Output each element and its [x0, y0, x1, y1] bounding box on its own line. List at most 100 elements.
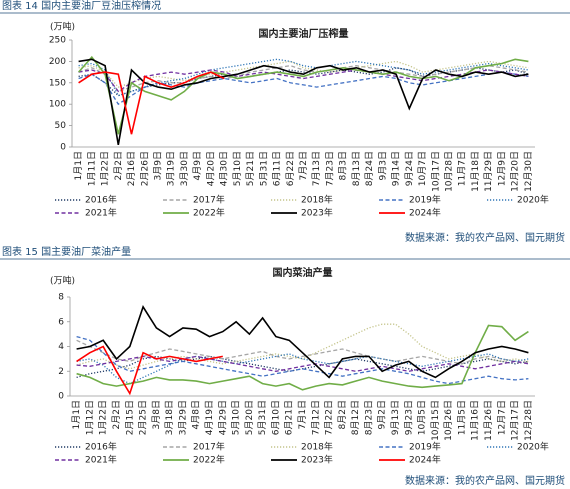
x-tick-label: 4月9日	[192, 151, 203, 180]
y-tick-label: 50	[55, 121, 67, 131]
series-line	[78, 71, 225, 135]
x-tick-label: 6月22日	[285, 151, 296, 186]
x-tick-label: 4月30日	[219, 151, 230, 186]
source: 数据来源：我的农产品网、国元期货	[405, 474, 565, 487]
x-tick-label: 10月26日	[443, 400, 454, 441]
legend-label: 2020年	[517, 441, 549, 453]
x-tick-label: 5月10日	[232, 151, 243, 186]
series-line	[76, 324, 529, 391]
x-tick-label: 2月16日	[126, 151, 137, 186]
series-line	[76, 305, 529, 379]
x-tick-label: 1月11日	[86, 151, 97, 186]
x-tick-label: 5月31日	[257, 400, 268, 435]
x-tick-label: 3月19日	[166, 151, 177, 186]
x-tick-label: 8月24日	[364, 151, 375, 186]
source: 数据来源：我的农产品网、国元期货	[405, 231, 565, 244]
x-tick-label: 6月21日	[284, 400, 295, 435]
x-tick-label: 4月8日	[191, 400, 202, 429]
x-tick-label: 9月13日	[390, 400, 401, 435]
x-tick-label: 12月28日	[523, 400, 534, 441]
x-tick-label: 9月23日	[403, 400, 414, 435]
x-tick-label: 3月8日	[151, 400, 162, 429]
x-tick-label: 10月17日	[430, 151, 441, 192]
series-line	[78, 71, 529, 106]
legend-label: 2017年	[193, 441, 225, 453]
y-tick-label: 6	[58, 317, 64, 327]
x-tick-label: 11月18日	[470, 151, 481, 192]
y-tick-label: 100	[49, 100, 66, 110]
legend-label: 2023年	[301, 454, 333, 466]
x-tick-label: 10月5日	[417, 400, 428, 435]
x-tick-label: 12月7日	[496, 400, 507, 435]
x-tick-label: 7月1日	[297, 400, 308, 429]
x-tick-label: 1月1日	[73, 151, 84, 180]
x-tick-label: 8月3日	[338, 151, 349, 180]
x-tick-label: 3月29日	[177, 400, 188, 435]
x-tick-label: 1月22日	[98, 400, 109, 435]
x-tick-label: 8月2日	[337, 400, 348, 429]
series-line	[77, 55, 529, 135]
legend-label: 2022年	[193, 207, 225, 219]
x-tick-label: 5月20日	[244, 400, 255, 435]
x-tick-label: 2月2日	[113, 151, 124, 180]
series-line	[78, 69, 529, 93]
x-tick-label: 11月16日	[470, 400, 481, 441]
legend-label: 2024年	[409, 207, 441, 219]
x-tick-label: 3月18日	[164, 400, 175, 435]
x-tick-label: 1月22日	[100, 151, 111, 186]
series-line	[78, 60, 529, 88]
y-tick-label: 150	[49, 78, 66, 88]
legend-label: 2018年	[301, 194, 333, 206]
legend-label: 2016年	[85, 441, 117, 453]
x-tick-label: 7月2日	[298, 151, 309, 180]
legend-label: 2016年	[85, 194, 117, 206]
legend-label: 2020年	[517, 194, 549, 206]
x-tick-label: 6月11日	[272, 151, 283, 186]
x-tick-label: 4月29日	[217, 400, 228, 435]
x-tick-label: 11月5日	[456, 400, 467, 435]
x-tick-label: 2月26日	[139, 151, 150, 186]
x-tick-label: 2月15日	[124, 400, 135, 435]
legend-label: 2024年	[409, 454, 441, 466]
x-tick-label: 11月26日	[483, 400, 494, 441]
x-tick-label: 10月7日	[417, 151, 428, 186]
x-tick-label: 1月1日	[71, 400, 82, 429]
x-tick-label: 7月22日	[324, 400, 335, 435]
y-tick-label: 0	[60, 143, 66, 153]
series-line	[76, 335, 529, 385]
legend-label: 2019年	[409, 194, 441, 206]
y-tick-label: 2	[58, 367, 64, 377]
series-line	[78, 58, 529, 97]
x-tick-label: 9月2日	[377, 400, 388, 429]
x-tick-label: 12月9日	[496, 151, 507, 186]
x-tick-label: 2月25日	[138, 400, 149, 435]
y-tick-label: 4	[58, 342, 64, 352]
series-line	[78, 58, 529, 146]
x-tick-label: 5月21日	[245, 151, 256, 186]
x-tick-label: 10月28日	[444, 151, 455, 192]
legend-label: 2021年	[85, 207, 117, 219]
legend-label: 2018年	[301, 441, 333, 453]
x-tick-label: 4月20日	[205, 151, 216, 186]
x-tick-label: 8月13日	[351, 151, 362, 186]
x-tick-label: 5月31日	[258, 151, 269, 186]
caption: 图表 14 国内主要油厂豆油压榨情况	[2, 0, 161, 12]
x-tick-label: 10月15日	[430, 400, 441, 441]
legend-label: 2023年	[301, 207, 333, 219]
legend-label: 2022年	[193, 454, 225, 466]
x-tick-label: 3月9日	[152, 151, 163, 180]
x-tick-label: 12月20日	[510, 151, 521, 192]
x-tick-label: 2月2日	[111, 400, 122, 429]
series-line	[76, 323, 529, 370]
y-tick-label: 8	[58, 293, 64, 303]
x-tick-label: 11月29日	[483, 151, 494, 192]
x-tick-label: 12月17日	[510, 400, 521, 441]
x-tick-label: 9月24日	[404, 151, 415, 186]
chart-title: 国内菜油产量	[273, 266, 333, 279]
y-axis-label: (万吨)	[50, 275, 75, 287]
y-tick-label: 250	[49, 36, 66, 46]
x-tick-label: 9月3日	[377, 151, 388, 180]
legend-label: 2017年	[193, 194, 225, 206]
y-axis-label: (万吨)	[50, 21, 75, 33]
